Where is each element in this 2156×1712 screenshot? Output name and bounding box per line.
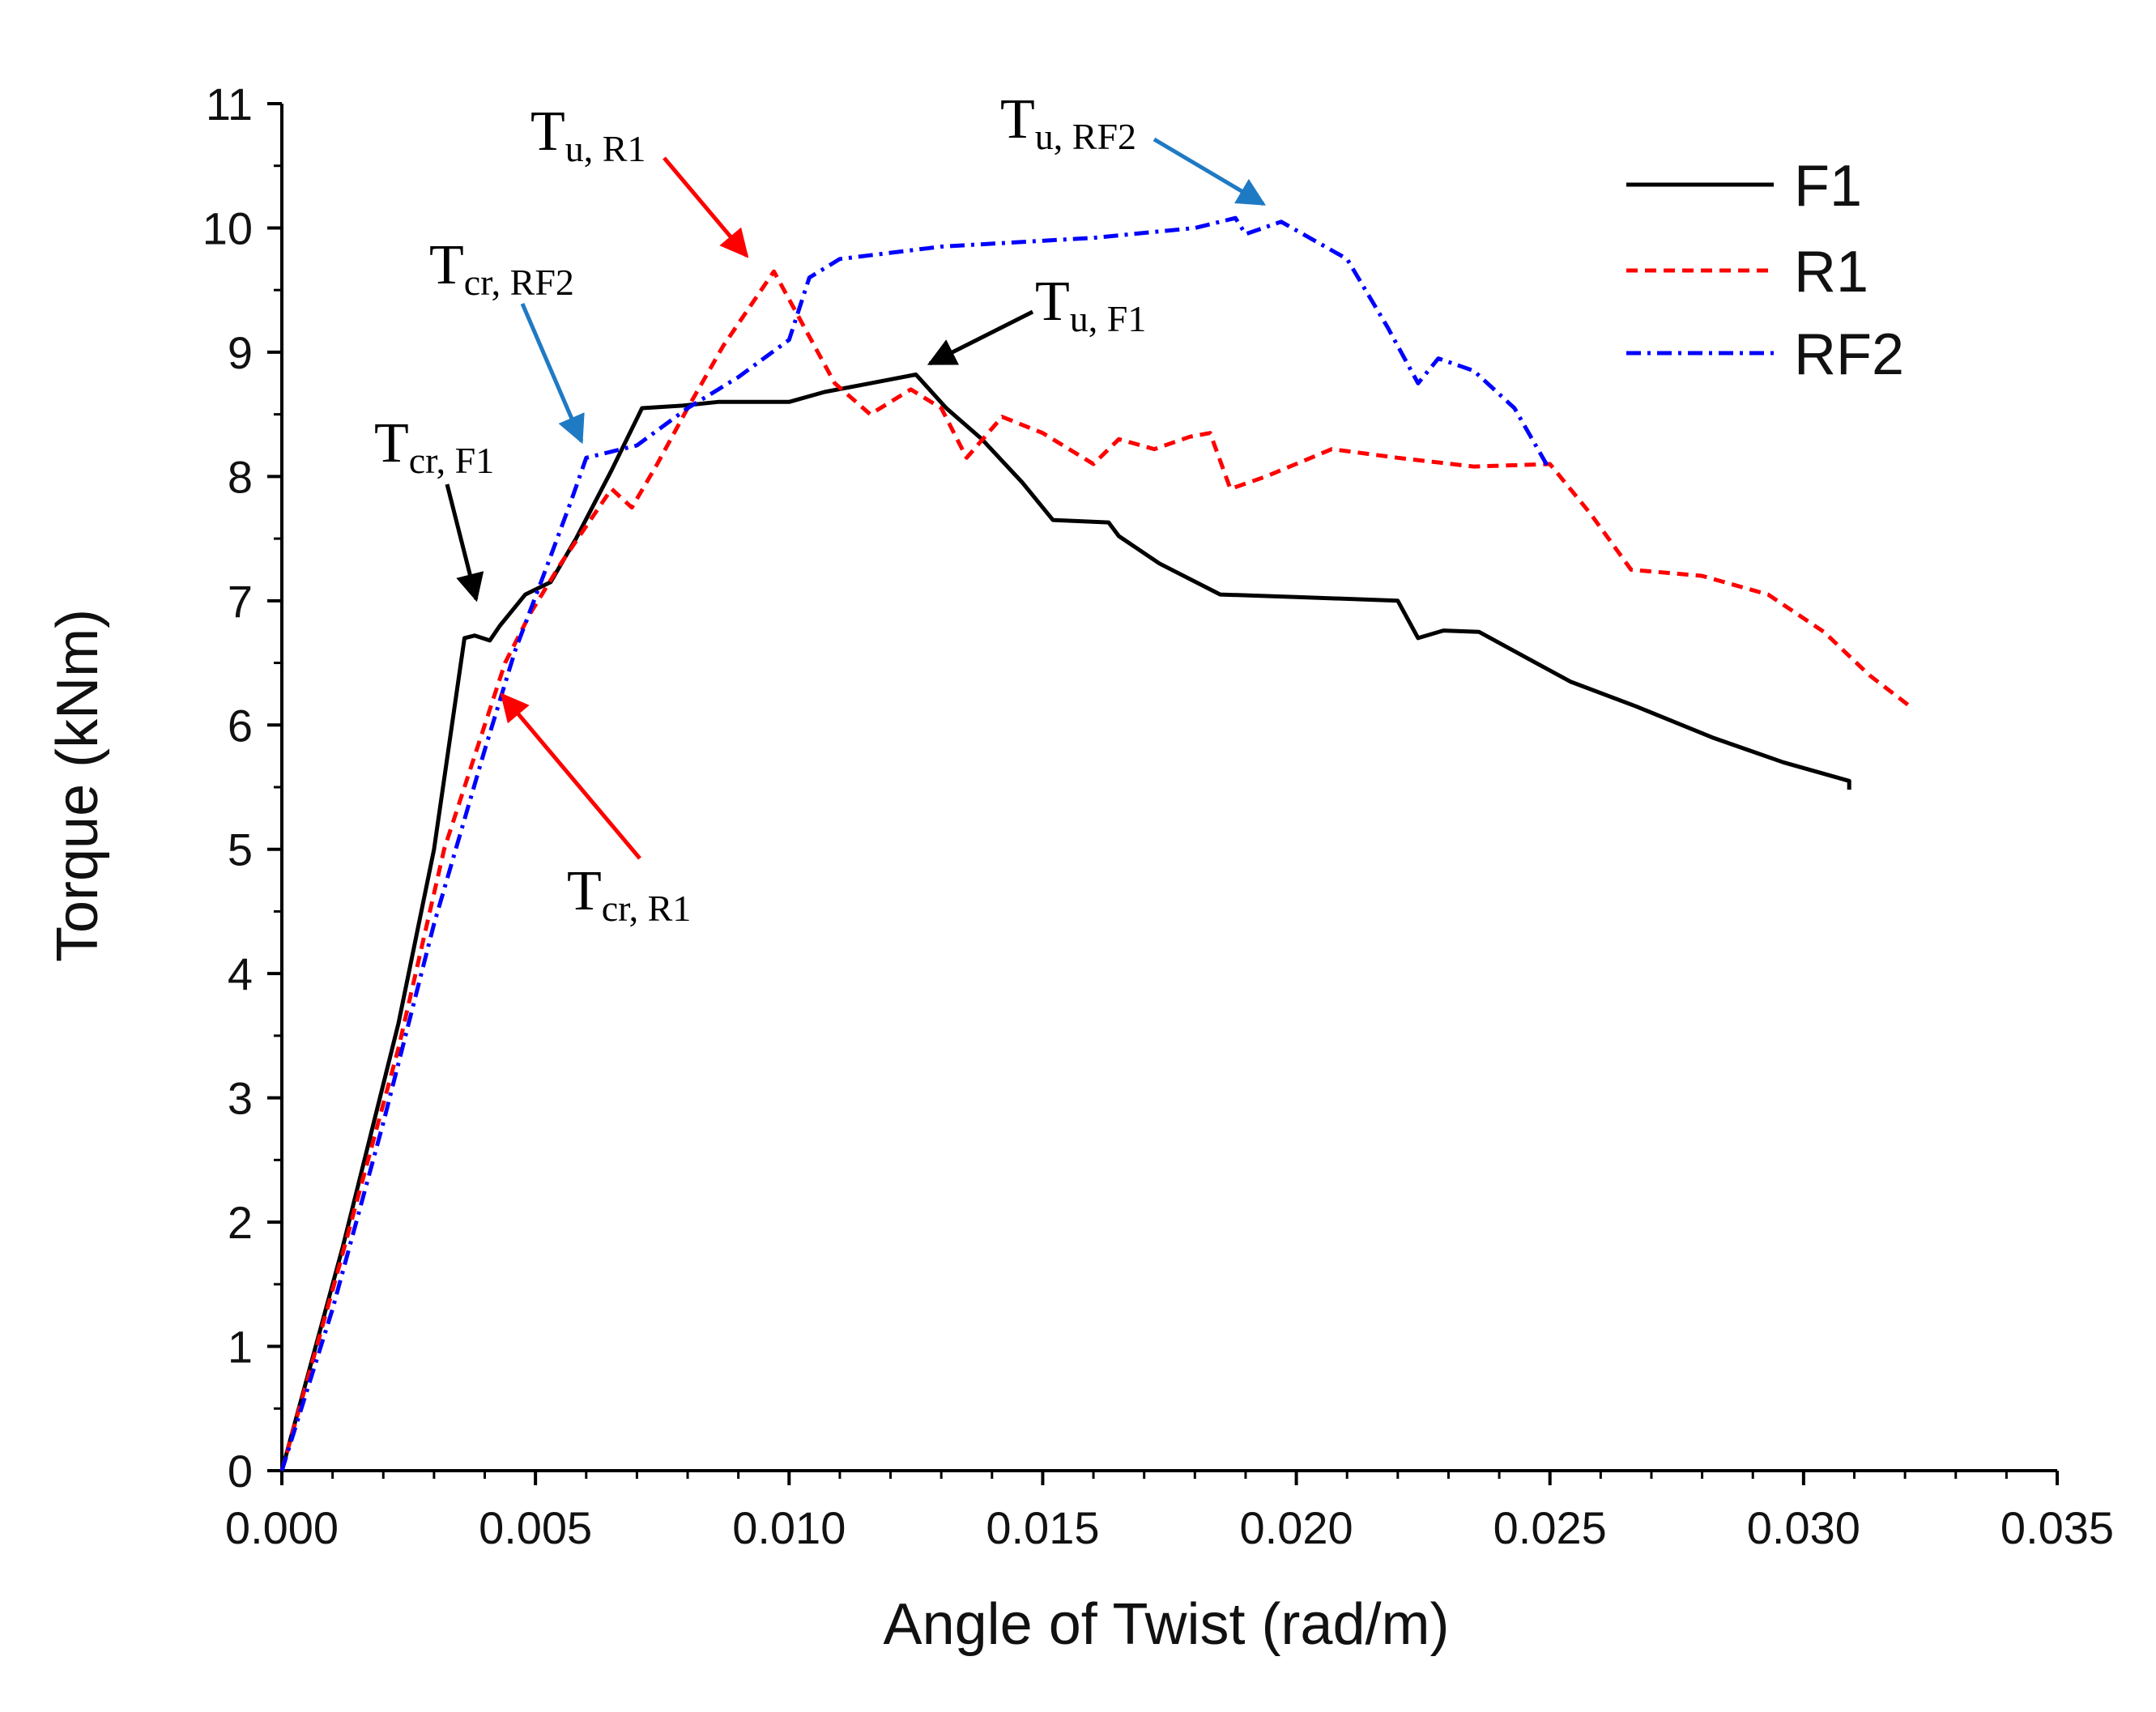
annotation-arrow-u-r1 xyxy=(663,156,749,258)
annotation-label-cr-f1: Tcr, F1 xyxy=(374,412,494,481)
legend-label-rf2: RF2 xyxy=(1794,322,1904,387)
x-tick-label: 0.000 xyxy=(225,1502,339,1553)
series-line-r1 xyxy=(279,269,1911,1471)
y-tick-label: 11 xyxy=(206,79,253,130)
x-tick-label: 0.025 xyxy=(1493,1502,1607,1553)
annotation-label-cr-r1: Tcr, R1 xyxy=(567,860,691,929)
y-tick-label: 9 xyxy=(228,327,253,378)
annotation-arrow-u-f1 xyxy=(927,309,1034,366)
y-tick-label: 4 xyxy=(228,948,253,999)
y-tick-label: 3 xyxy=(228,1073,253,1124)
series-line-rf2 xyxy=(279,215,1552,1471)
y-tick-label: 6 xyxy=(228,700,253,751)
annotation-label-cr-rf2: Tcr, RF2 xyxy=(429,234,574,303)
annotation-arrow-cr-f1 xyxy=(445,483,484,603)
legend-label-f1: F1 xyxy=(1794,154,1862,219)
annotation-label-u-r1: Tu, R1 xyxy=(530,100,646,169)
y-tick-label: 2 xyxy=(228,1197,253,1248)
y-tick-label: 10 xyxy=(202,202,253,253)
legend-label-r1: R1 xyxy=(1794,240,1868,304)
x-tick-label: 0.005 xyxy=(479,1502,592,1553)
series-line-f1 xyxy=(279,373,1851,1471)
annotation-arrow-cr-rf2 xyxy=(520,303,585,445)
annotation-label-u-rf2: Tu, RF2 xyxy=(1000,88,1136,157)
series-layer xyxy=(279,215,1911,1471)
x-axis-title: Angle of Twist (rad/m) xyxy=(884,1592,1450,1657)
y-tick-label: 5 xyxy=(228,824,253,875)
y-tick-label: 7 xyxy=(228,576,253,627)
axes: 0.000 0.005 0.010 0.015 0.020 0.025 0.030 0.035… xyxy=(202,79,2114,1553)
y-tick-label: 0 xyxy=(228,1446,253,1497)
y-axis-title: Torque (kNm) xyxy=(45,609,110,962)
y-tick-label: 1 xyxy=(228,1322,253,1373)
legend: F1 R1 RF2 xyxy=(1626,154,1904,387)
annotation-label-u-f1: Tu, F1 xyxy=(1035,270,1146,339)
annotation-arrow-u-rf2 xyxy=(1153,137,1267,207)
annotation-arrow-cr-r1 xyxy=(500,692,641,860)
y-tick-label: 8 xyxy=(228,451,253,502)
x-tick-label: 0.030 xyxy=(1747,1502,1860,1553)
x-tick-label: 0.020 xyxy=(1240,1502,1353,1553)
x-tick-label: 0.035 xyxy=(2000,1502,2114,1553)
annotations: Tcr, F1 Tcr, RF2 Tu, R1 Tu, RF2 Tu, F1 Tcr, R… xyxy=(374,88,1267,929)
x-tick-label: 0.010 xyxy=(732,1502,846,1553)
x-tick-label: 0.015 xyxy=(986,1502,1099,1553)
